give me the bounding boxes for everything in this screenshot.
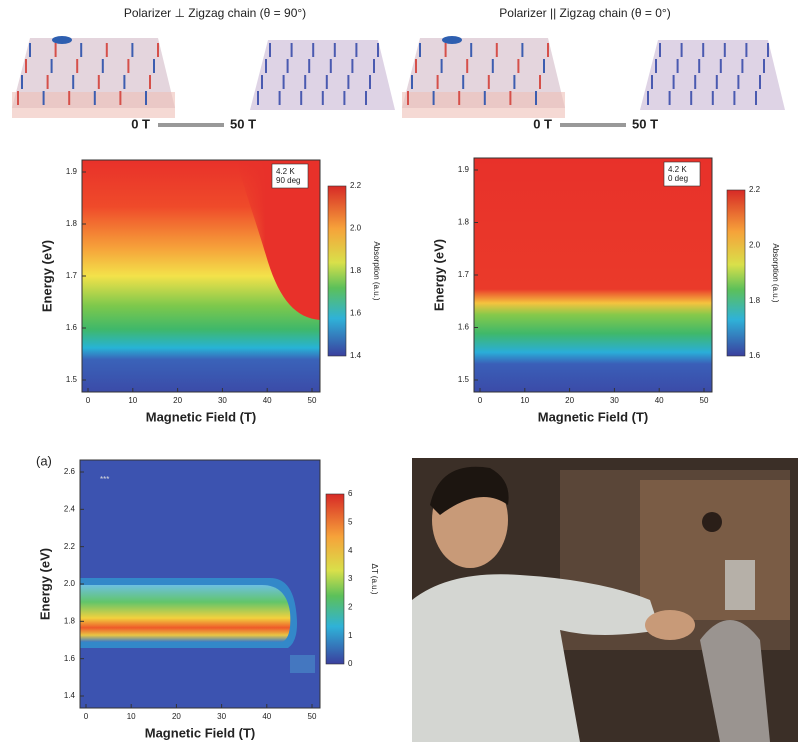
x-axis-label: Magnetic Field (T) [145, 725, 256, 740]
y-tick-label: 1.7 [458, 270, 470, 279]
x-axis-label: Magnetic Field (T) [146, 409, 257, 424]
x-tick-label: 10 [128, 396, 137, 405]
x-tick-label: 10 [127, 712, 136, 721]
colorbar-tick-label: 3 [348, 574, 353, 583]
colorbar-label: Absorption (a.u.) [771, 243, 780, 302]
colorbar-tick-label: 4 [348, 546, 353, 555]
inset-text: 4.2 K [668, 165, 687, 174]
colorbar-tick-label: 2 [348, 602, 353, 611]
y-tick-label: 1.8 [64, 616, 76, 625]
x-tick-label: 10 [520, 396, 529, 405]
y-tick-label: 2.2 [64, 542, 76, 551]
x-tick-label: 20 [172, 712, 181, 721]
y-tick-label: 2.4 [64, 504, 76, 513]
x-tick-label: 40 [655, 396, 664, 405]
inset-text: 0 deg [668, 174, 688, 183]
x-axis-label: Magnetic Field (T) [538, 409, 649, 424]
x-tick-label: 50 [700, 396, 709, 405]
x-tick-label: 50 [308, 396, 317, 405]
x-tick-label: 50 [308, 712, 317, 721]
y-tick-label: 1.4 [64, 691, 76, 700]
lattice-illustrations [12, 36, 785, 127]
heatmap [473, 157, 746, 393]
y-axis-label: Energy (eV) [37, 548, 52, 620]
field-end: 50 T [632, 116, 658, 131]
x-tick-label: 30 [218, 396, 227, 405]
y-tick-label: 1.8 [458, 218, 470, 227]
inset-box [663, 161, 701, 187]
colorbar-tick-label: 2.2 [749, 185, 761, 194]
colorbar-tick-label: 2.0 [350, 224, 362, 233]
colorbar-label: Absorption (a.u.) [372, 241, 381, 300]
x-tick-label: 0 [84, 712, 89, 721]
title-right: Polarizer || Zigzag chain (θ = 0°) [499, 6, 670, 20]
panel-label: (a) [36, 453, 52, 468]
heatmap [81, 159, 347, 393]
x-tick-label: 40 [262, 712, 271, 721]
colorbar-tick-label: 5 [348, 517, 353, 526]
colorbar-label: ΔT (a.u.) [370, 564, 379, 595]
y-axis-label: Energy (eV) [431, 239, 446, 311]
y-tick-label: 2.6 [64, 467, 76, 476]
y-tick-label: 1.5 [458, 375, 470, 384]
x-tick-label: 20 [565, 396, 574, 405]
y-tick-label: 2.0 [64, 579, 76, 588]
x-tick-label: 0 [86, 396, 91, 405]
colorbar-tick-label: 2.0 [749, 240, 761, 249]
colorbar-tick-label: 1.6 [350, 309, 362, 318]
colorbar-tick-label: 0 [348, 659, 353, 668]
y-tick-label: 1.9 [66, 167, 78, 176]
inset-box [271, 163, 309, 189]
y-tick-label: 1.6 [458, 323, 470, 332]
x-tick-label: 30 [217, 712, 226, 721]
heatmap [79, 459, 345, 709]
x-tick-label: 40 [263, 396, 272, 405]
title-left: Polarizer ⊥ Zigzag chain (θ = 90°) [124, 6, 306, 20]
x-tick-label: 0 [478, 396, 483, 405]
field-end: 50 T [230, 116, 256, 131]
colorbar-tick-label: 1.8 [749, 296, 761, 305]
inset-text: 4.2 K [276, 167, 295, 176]
y-tick-label: 1.6 [64, 654, 76, 663]
y-tick-label: 1.5 [66, 375, 78, 384]
y-tick-label: 1.8 [66, 219, 78, 228]
y-axis-label: Energy (eV) [39, 240, 54, 312]
inset-text: 90 deg [276, 176, 300, 185]
photo [412, 458, 798, 742]
field-start: 0 T [131, 116, 150, 131]
field-start: 0 T [533, 116, 552, 131]
colorbar-tick-label: 1 [348, 631, 353, 640]
y-tick-label: 1.9 [458, 165, 470, 174]
inset-text: *** [100, 475, 109, 484]
colorbar-tick-label: 1.8 [350, 266, 362, 275]
x-tick-label: 30 [610, 396, 619, 405]
x-tick-label: 20 [173, 396, 182, 405]
colorbar-tick-label: 1.6 [749, 351, 761, 360]
colorbar-tick-label: 2.2 [350, 181, 362, 190]
colorbar-tick-label: 1.4 [350, 351, 362, 360]
y-tick-label: 1.6 [66, 323, 78, 332]
colorbar-tick-label: 6 [348, 489, 353, 498]
y-tick-label: 1.7 [66, 271, 78, 280]
